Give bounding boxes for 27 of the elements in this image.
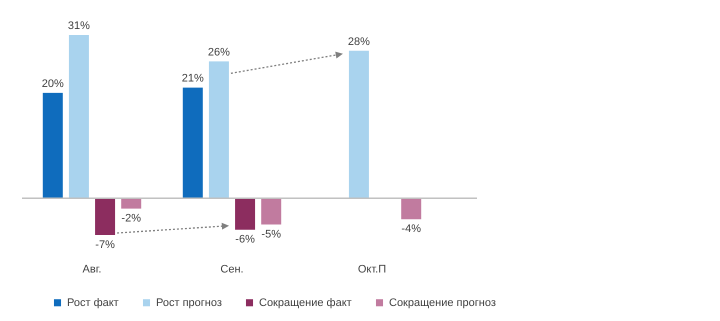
data-label: 21% [182, 72, 204, 85]
legend-label: Сокращение прогноз [389, 296, 496, 309]
legend-label: Сокращение факт [259, 296, 352, 309]
data-label: -5% [261, 228, 282, 240]
data-label: 26% [208, 46, 230, 58]
data-label: 20% [42, 78, 64, 90]
data-label: -4% [401, 223, 422, 236]
x-tick-label: Авг. [82, 264, 102, 276]
bar [208, 61, 229, 198]
data-label: -7% [95, 239, 116, 251]
bar [235, 198, 256, 230]
bar [182, 88, 203, 198]
bar [42, 92, 63, 198]
bar [401, 198, 422, 220]
bar [95, 198, 116, 235]
bar [348, 50, 369, 198]
data-label: 31% [68, 20, 90, 32]
bar [121, 198, 142, 209]
x-tick-label: Сен. [220, 264, 244, 276]
bar [68, 35, 89, 198]
data-label: 28% [348, 36, 370, 48]
data-label: -2% [121, 212, 142, 225]
legend-label: Рост факт [67, 296, 119, 309]
legend-label: Рост прогноз [156, 296, 222, 309]
bar [261, 198, 282, 224]
x-tick-label: Окт.П [358, 264, 386, 276]
data-label: -6% [235, 234, 256, 246]
